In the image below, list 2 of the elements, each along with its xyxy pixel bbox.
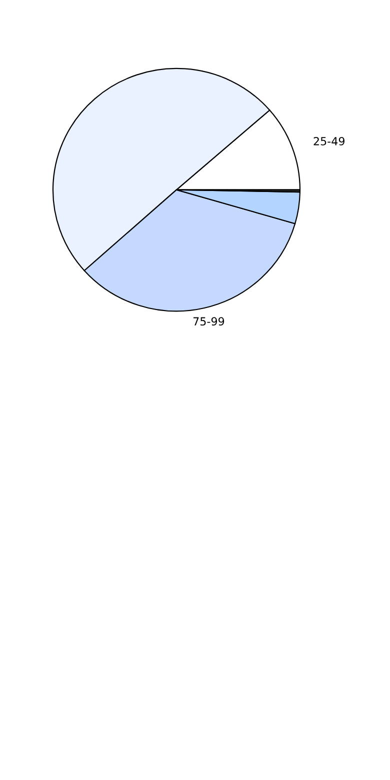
- slice-label: 75-99: [193, 317, 224, 326]
- slice-label: 25-49: [314, 136, 344, 146]
